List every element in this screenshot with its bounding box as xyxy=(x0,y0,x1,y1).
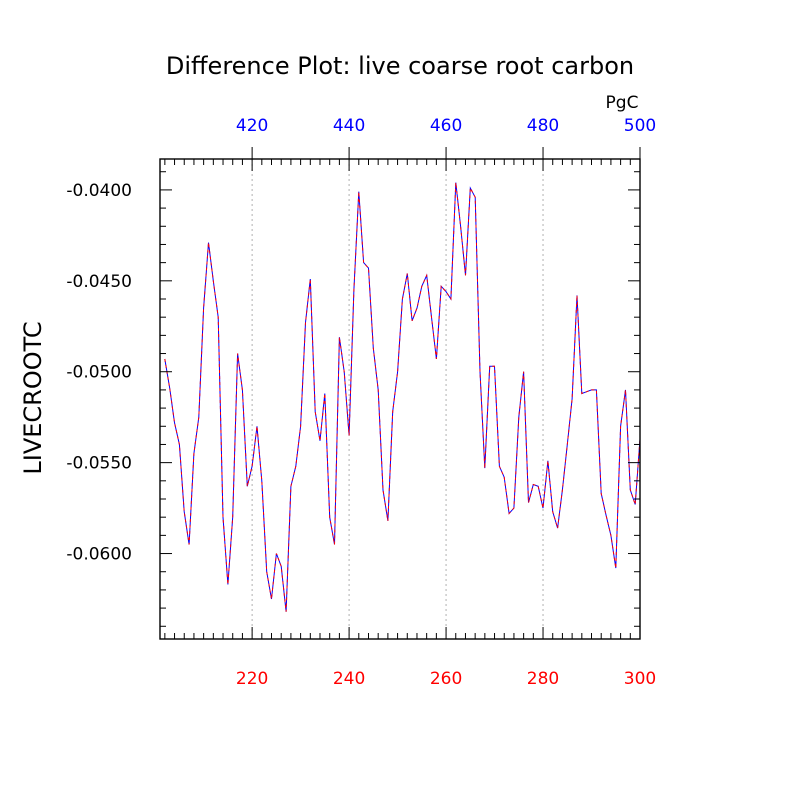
x-bottom-tick-label: 220 xyxy=(236,669,268,689)
x-bottom-tick-label: 240 xyxy=(333,669,365,689)
y-axis-label: LIVECROOTC xyxy=(19,321,47,474)
y-tick-label: -0.0450 xyxy=(66,272,132,292)
chart-title: Difference Plot: live coarse root carbon xyxy=(166,52,634,80)
y-tick-label: -0.0600 xyxy=(66,545,132,565)
units-label: PgC xyxy=(606,93,639,113)
x-bottom-tick-label: 280 xyxy=(527,669,559,689)
tick-labels: 220 420 240 440 260 460 280 480 300 500 -0.0400 -0.… xyxy=(66,116,656,689)
x-top-tick-label: 440 xyxy=(333,116,365,136)
x-bottom-tick-label: 260 xyxy=(430,669,462,689)
series-line-dashed xyxy=(164,182,641,612)
grid-lines xyxy=(251,159,544,639)
x-top-tick-label: 500 xyxy=(624,116,656,136)
y-tick-label: -0.0550 xyxy=(66,454,132,474)
x-top-tick-label: 480 xyxy=(527,116,559,136)
x-top-tick-label: 460 xyxy=(430,116,462,136)
y-tick-label: -0.0500 xyxy=(66,363,132,383)
plot-frame xyxy=(159,158,641,640)
y-tick-label: -0.0400 xyxy=(66,181,132,201)
x-top-tick-label: 420 xyxy=(236,116,268,136)
x-bottom-tick-label: 300 xyxy=(624,669,656,689)
data-series xyxy=(164,182,641,612)
axis-ticks xyxy=(160,147,641,639)
